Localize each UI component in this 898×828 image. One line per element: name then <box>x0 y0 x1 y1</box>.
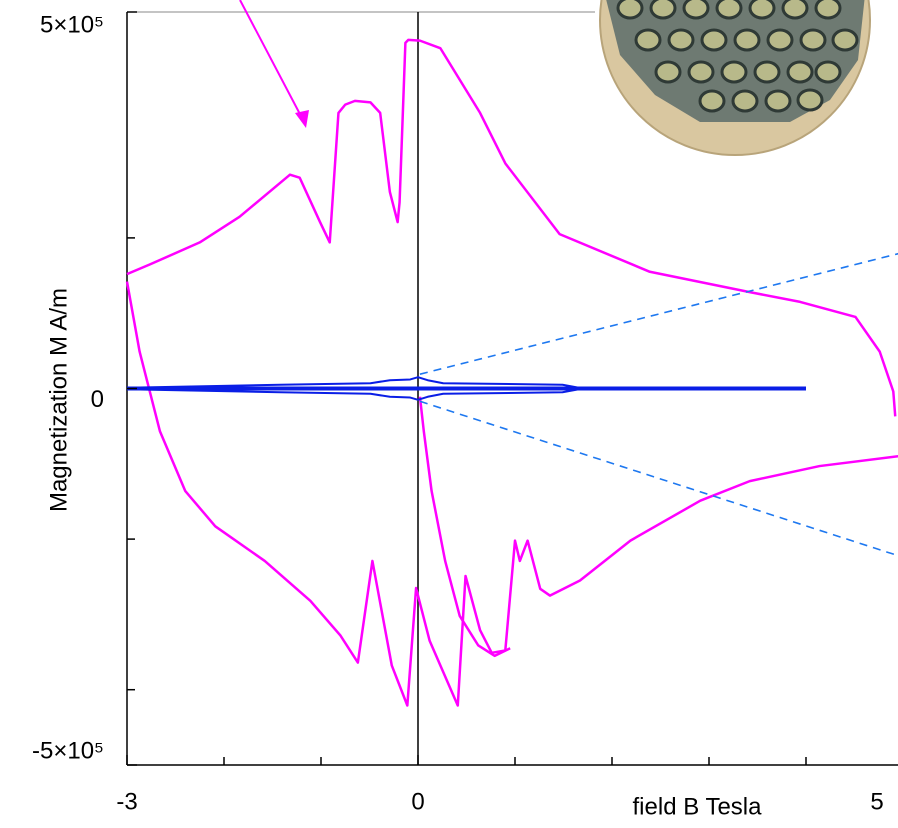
cell <box>720 60 748 84</box>
x-tick-label: 5 <box>870 788 883 815</box>
cell <box>731 89 759 113</box>
pointer-arrow-head <box>295 110 309 128</box>
cell <box>796 88 824 112</box>
cell <box>687 60 715 84</box>
cell <box>764 89 792 113</box>
y-tick-label: -5×10⁵ <box>32 737 104 764</box>
x-tick-label: -3 <box>116 788 137 815</box>
cell <box>698 89 726 113</box>
plot-area <box>125 12 898 765</box>
cell <box>649 0 677 20</box>
y-tick-label: 5×10⁵ <box>40 11 104 38</box>
cell <box>634 28 662 52</box>
cell <box>616 0 644 20</box>
cell <box>814 60 842 84</box>
cell <box>786 60 814 84</box>
cell <box>766 28 794 52</box>
cell <box>715 0 743 20</box>
data-line <box>419 252 898 375</box>
data-line <box>126 387 584 401</box>
cell <box>814 0 842 20</box>
photo-cells <box>616 0 859 113</box>
cell <box>733 28 761 52</box>
cell <box>682 0 710 20</box>
pointer-arrow <box>239 0 303 119</box>
x-tick-label: 0 <box>411 788 424 815</box>
data-line <box>418 396 511 658</box>
cell <box>748 0 776 20</box>
photo <box>599 0 871 156</box>
cell <box>799 28 827 52</box>
x-axis-label: field B Tesla <box>633 793 763 820</box>
cell <box>654 60 682 84</box>
data-line <box>126 376 584 390</box>
cell <box>781 0 809 20</box>
cell <box>753 60 781 84</box>
cell <box>700 28 728 52</box>
data-line <box>126 38 897 417</box>
data-line <box>419 400 898 557</box>
y-axis-label: Magnetization M A/m <box>45 288 72 512</box>
cell <box>667 28 695 52</box>
data-line <box>125 281 898 707</box>
y-tick-label: 0 <box>91 386 104 413</box>
cell <box>831 28 859 52</box>
